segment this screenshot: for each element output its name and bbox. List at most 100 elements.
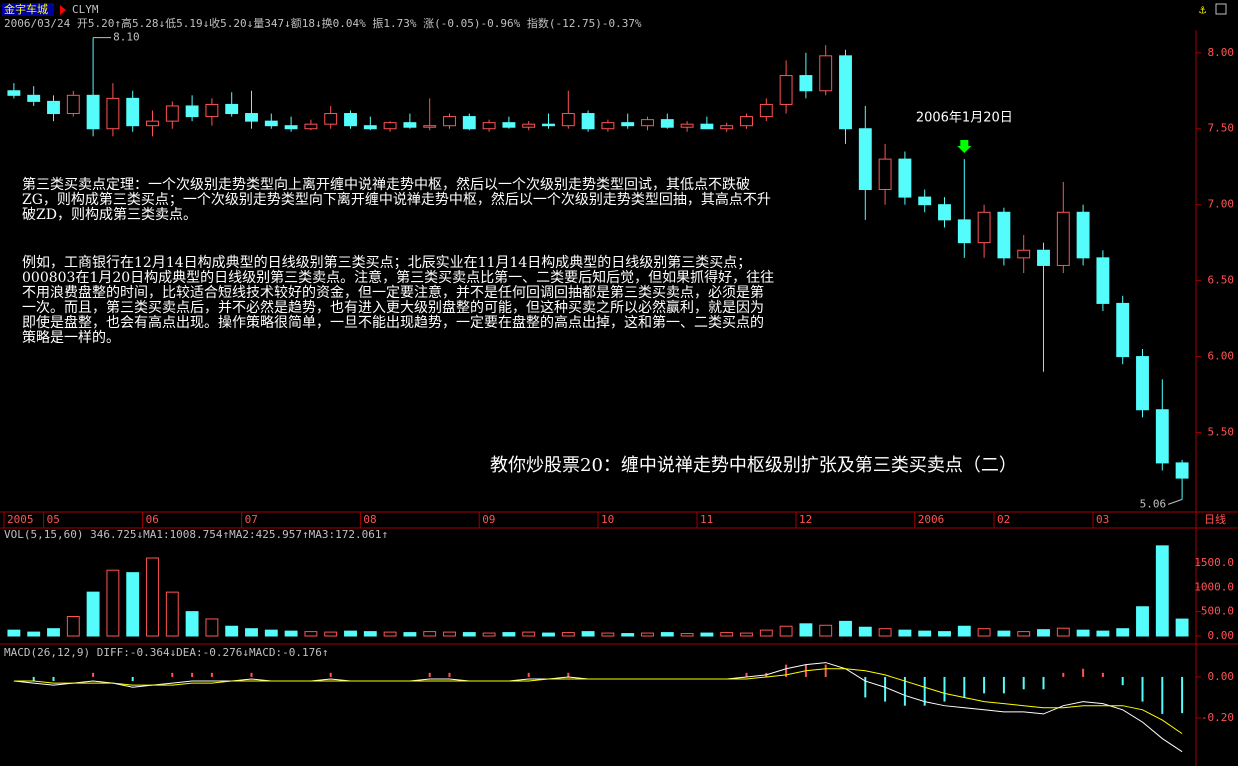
volume-bar [1056,627,1070,637]
window-button[interactable] [1215,3,1227,15]
candle-body [146,120,159,127]
stock-code: CLYM [72,3,99,16]
volume-bar [284,630,298,637]
candle-body [601,122,615,130]
x-tick-label: 05 [47,513,60,526]
candle-body [106,97,120,130]
candle-body [898,158,912,198]
volume-bar [1017,631,1031,637]
volume-bar [957,625,971,637]
candle-body [997,211,1011,259]
volume-bar [858,626,872,637]
macd-line [13,668,1183,735]
stock-name-box [2,3,54,16]
anchor-icon[interactable]: ⚓ [1199,3,1207,17]
candle-body [245,113,258,122]
candle-body [185,105,199,118]
macd-legend: MACD(26,12,9) DIFF:-0.364↓DEA:-0.276↓MAC… [4,646,329,659]
volume-bar [7,629,21,637]
candle-body [443,116,456,127]
annotation-arrow [957,140,972,153]
candle-body [1037,249,1050,266]
candle-body [7,90,21,96]
volume-bar [344,630,357,637]
candle-body [165,105,179,122]
volume-bar [165,591,179,637]
volume-bar [918,630,932,637]
y-tick-label: 1000.0 [1194,580,1234,593]
candle-body [680,123,694,128]
volume-bar [1037,629,1050,637]
max-label: 8.10 [113,31,140,44]
volume-bar [720,632,734,637]
volume-bar [225,625,239,637]
volume-bar [700,632,714,637]
x-tick-label: 10 [601,513,614,526]
candle-body [27,94,41,102]
volume-bar [27,631,41,637]
volume-bar [185,611,199,637]
volume-bar [938,631,951,637]
volume-bar [621,633,635,637]
candle-body [878,158,892,190]
volume-bar [423,631,437,637]
volume-bar [759,629,773,637]
x-tick-label: 06 [146,513,159,526]
candle-body [561,113,575,127]
volume-bar [799,623,813,637]
y-tick-label: 6.50 [1208,274,1235,287]
volume-bar [561,632,575,637]
candle-body [720,125,734,130]
candle-body [957,219,971,244]
volume-bar [1175,618,1189,637]
volume-bar [819,624,833,637]
volume-bar [581,631,595,637]
stock-name: 金宇车城 [4,2,48,16]
volume-bar [779,625,793,637]
y-tick-label: 5.50 [1208,426,1235,439]
volume-bar [304,631,318,637]
candle-body [1175,462,1189,479]
note-paragraph: 例如，工商银行在12月14日构成典型的日线级别第三类买点；北辰实业在11月14日… [22,255,775,346]
volume-bar [245,628,258,637]
annotation: 2006年1月20日 [916,111,1013,126]
volume-legend: VOL(5,15,60) 346.725↓MA1:1008.754↑MA2:42… [4,528,388,541]
candle-body [344,113,357,127]
candle-body [284,125,298,130]
candle-body [324,113,338,125]
y-tick-label: 0.00 [1208,670,1235,683]
volume-bar [1076,629,1090,637]
candle-body [47,100,60,115]
candle-body [363,125,377,130]
min-leader [1167,498,1183,505]
note-paragraph: 第三类买卖点定理：一个次级别走势类型向上离开缠中说禅走势中枢，然后以一个次级别走… [22,177,771,223]
volume-bar [443,631,456,637]
volume-bar [482,632,496,637]
candle-body [264,120,278,127]
candle-body [522,123,536,128]
x-tick-label: 2005 [7,513,34,526]
candle-body [304,123,318,130]
flag-icon [60,5,66,15]
candle-body [581,113,595,130]
volume-bar [324,631,338,637]
candle-body [1056,211,1070,266]
candle-body [1017,249,1031,259]
candle-body [819,55,833,92]
candle-body [779,75,793,105]
volume-bar [660,632,674,637]
candle-body [126,97,140,127]
candle-body [759,103,773,118]
candle-body [542,123,555,127]
candle-body [700,123,714,130]
candle-body [621,122,635,127]
candle-body [502,122,516,128]
candle-body [977,211,991,244]
y-tick-label: 0.00 [1208,629,1235,642]
candle-body [86,94,100,130]
x-tick-label: 11 [700,513,713,526]
period-label: 日线 [1204,512,1226,526]
x-tick-label: 12 [799,513,812,526]
